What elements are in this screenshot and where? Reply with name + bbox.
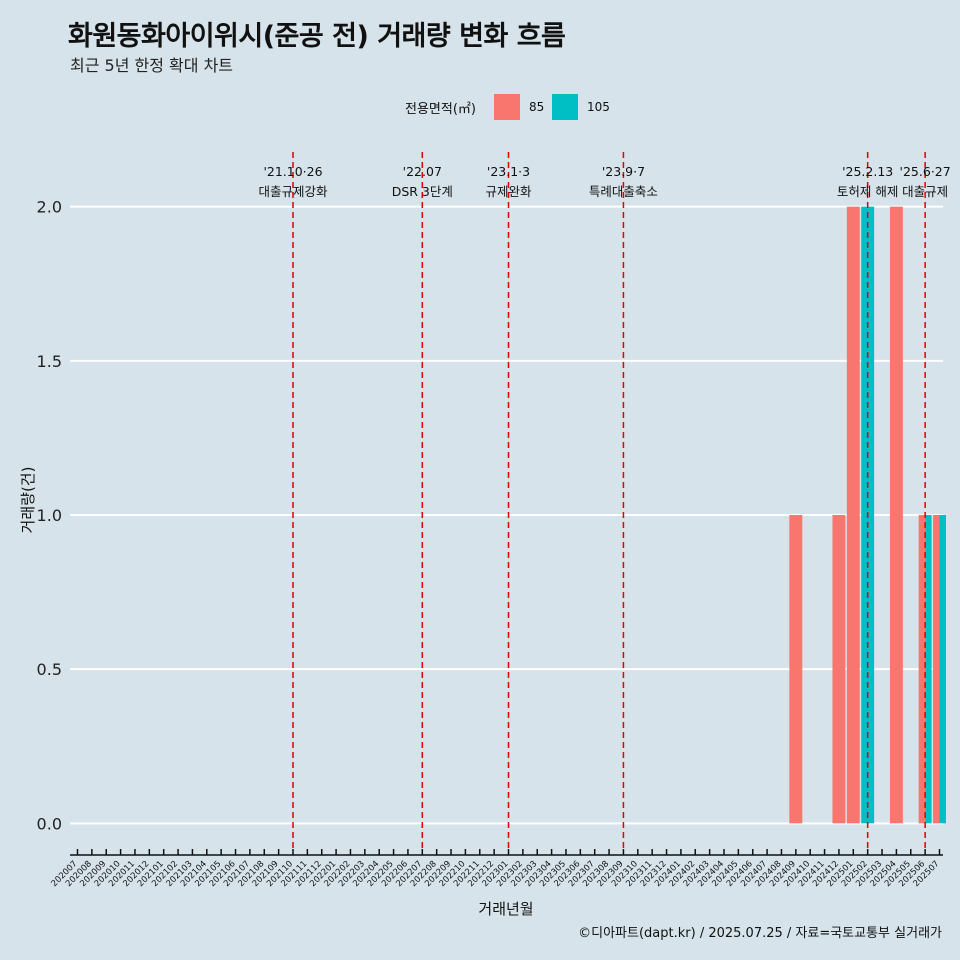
event-name-label: DSR 3단계 (392, 184, 453, 199)
event-name-label: 특례대출축소 (589, 184, 658, 199)
legend-title: 전용면적(㎡) (405, 102, 476, 117)
legend: 전용면적(㎡) 85 105 (0, 92, 960, 122)
y-tick-label: 0.5 (37, 660, 62, 679)
chart-subtitle: 최근 5년 한정 확대 차트 (70, 56, 234, 75)
x-axis-title: 거래년월 (478, 900, 533, 918)
legend-swatch-105 (552, 94, 578, 120)
bar-85-202412 (832, 515, 846, 824)
event-name-label: 대출규제강화 (258, 184, 328, 199)
event-date-label: '23.9·7 (602, 164, 645, 179)
event-date-label: '21.10·26 (263, 164, 322, 179)
bar-85-202507 (933, 515, 940, 824)
chart-title: 화원동화아이위시(준공 전) 거래량 변화 흐름 (68, 21, 566, 52)
legend-label-85: 85 (529, 100, 545, 114)
y-tick-label: 1.5 (37, 352, 62, 371)
bar-85-202501 (846, 206, 860, 824)
y-tick-label: 2.0 (37, 198, 62, 217)
legend-label-105: 105 (587, 100, 610, 114)
y-axis-title: 거래량(건) (19, 467, 37, 534)
event-date-label: '25.6·27 (900, 164, 951, 179)
event-name-label: 규제완화 (485, 184, 532, 199)
event-name-label: 대출규제 (902, 184, 948, 199)
bar-85-202506 (918, 515, 926, 824)
bar-85-202504 (889, 206, 903, 824)
event-date-label: '25.2.13 (842, 164, 893, 179)
event-date-label: '22.07 (403, 164, 442, 179)
y-tick-label: 1.0 (37, 506, 62, 525)
legend-swatch-85 (494, 94, 520, 120)
bar-105-202507 (939, 515, 946, 824)
bar-105-202506 (925, 515, 932, 824)
event-date-label: '23.1·3 (487, 164, 530, 179)
event-name-label: 토허제 해제 (837, 184, 898, 199)
y-tick-label: 0.0 (37, 814, 62, 833)
bar-85-202409 (789, 515, 803, 824)
source-caption: ©디아파트(dapt.kr) / 2025.07.25 / 자료=국토교통부 실… (578, 926, 942, 941)
